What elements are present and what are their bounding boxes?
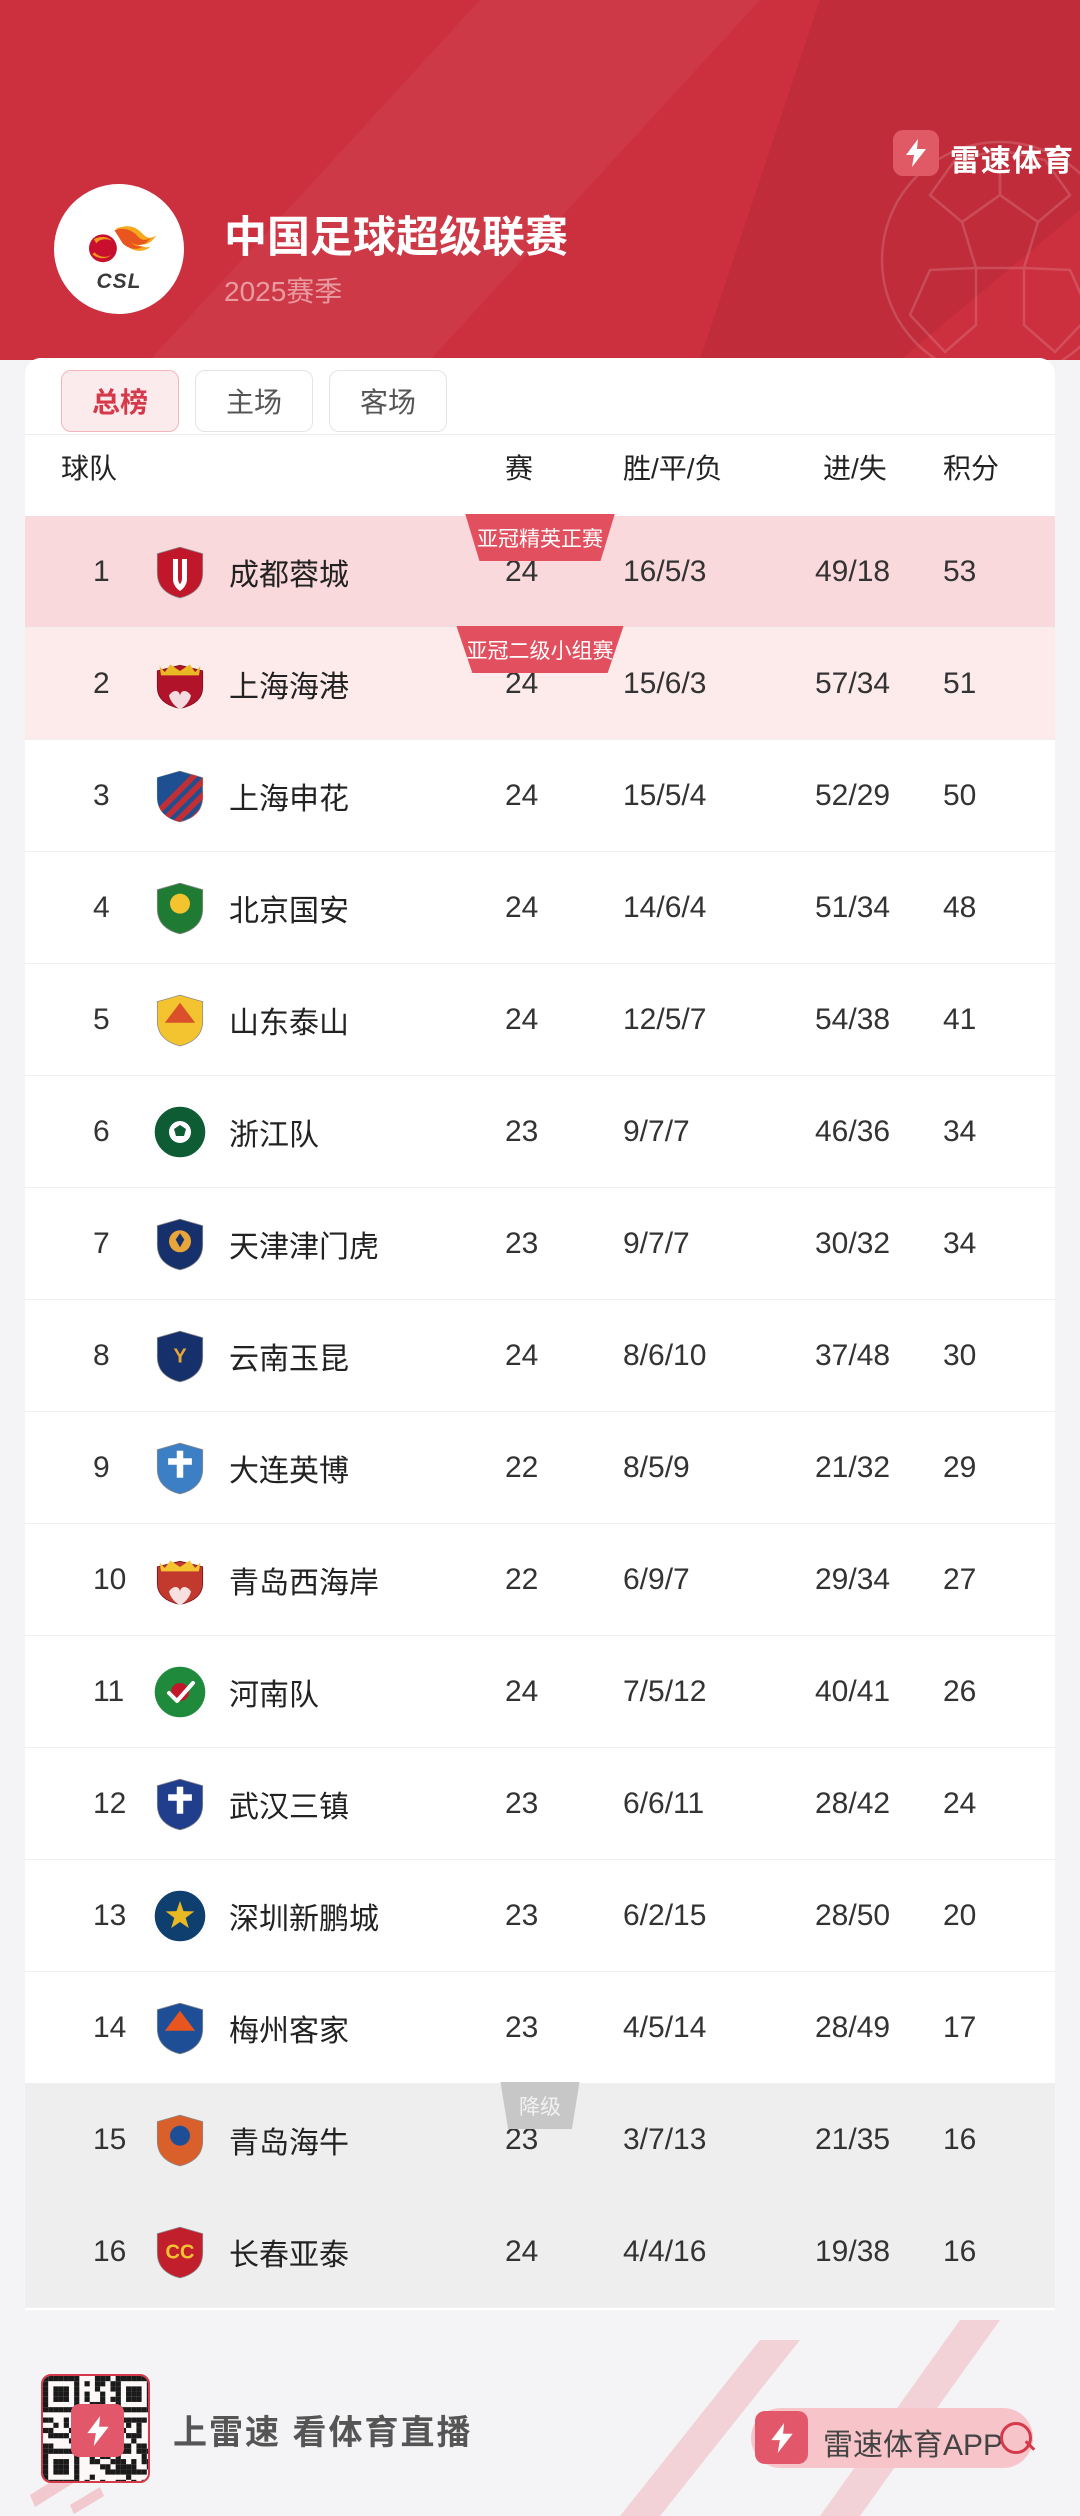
svg-text:Y: Y [173, 1345, 187, 1367]
svg-text:CC: CC [166, 2241, 195, 2263]
